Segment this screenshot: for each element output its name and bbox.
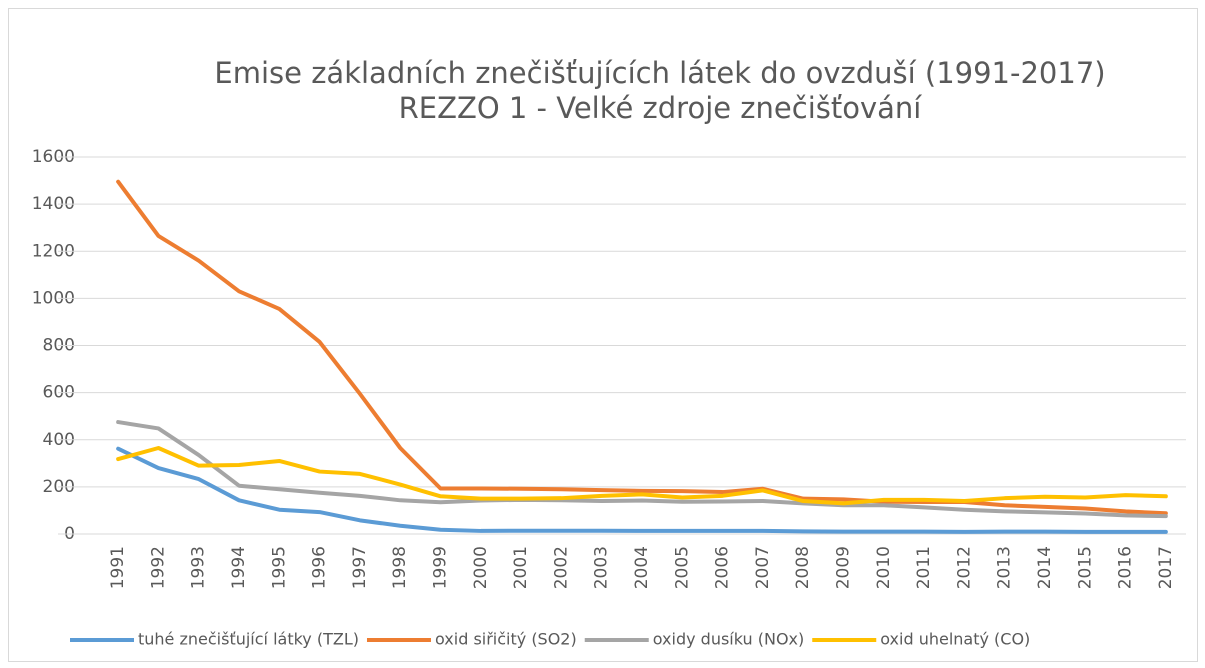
series-line <box>116 446 1168 534</box>
x-tick-label: 1998 <box>390 546 410 589</box>
x-tick-label: 1997 <box>350 546 370 589</box>
x-tick-label: 1999 <box>431 546 451 589</box>
x-tick-label: 1991 <box>108 546 128 589</box>
legend-label: oxid siřičitý (SO2) <box>435 630 577 649</box>
x-tick-label: 2010 <box>874 546 894 589</box>
x-tick-label: 2003 <box>592 546 612 589</box>
chart-border <box>8 8 1198 662</box>
series-line <box>116 445 1168 506</box>
x-tick-label: 2002 <box>551 546 571 589</box>
x-tick-label: 2011 <box>914 546 934 589</box>
x-tick-label: 2000 <box>471 546 491 589</box>
y-tick-label: 1600 <box>32 147 75 167</box>
legend-label: oxidy dusíku (NOx) <box>653 630 805 649</box>
x-tick-label: 1993 <box>189 546 209 589</box>
x-tick-label: 2001 <box>511 546 531 589</box>
series-line <box>116 179 1168 516</box>
x-tick-label: 2015 <box>1075 546 1095 589</box>
series-line <box>116 420 1168 519</box>
x-tick-label: 1994 <box>229 546 249 589</box>
legend-label: oxid uhelnatý (CO) <box>880 630 1030 649</box>
x-tick-label: 1996 <box>310 546 330 589</box>
x-tick-label: 2009 <box>833 546 853 589</box>
x-tick-label: 2013 <box>995 546 1015 589</box>
y-tick-label: 1200 <box>32 241 75 261</box>
x-tick-label: 2017 <box>1156 546 1176 589</box>
x-tick-label: 2014 <box>1035 546 1055 589</box>
chart-title: Emise základních znečišťujících látek do… <box>214 56 1105 90</box>
x-tick-label: 2005 <box>672 546 692 589</box>
x-tick-label: 2004 <box>632 546 652 589</box>
x-tick-label: 2016 <box>1116 546 1136 589</box>
legend-label: tuhé znečišťující látky (TZL) <box>138 630 359 649</box>
y-tick-label: 1000 <box>32 288 75 308</box>
chart-subtitle: REZZO 1 - Velké zdroje znečišťování <box>399 91 923 125</box>
y-tick-label: 1400 <box>32 194 75 214</box>
x-tick-label: 2008 <box>793 546 813 589</box>
x-tick-label: 2007 <box>753 546 773 589</box>
x-tick-label: 1992 <box>148 546 168 589</box>
x-tick-label: 1995 <box>269 546 289 589</box>
x-tick-label: 2006 <box>713 546 733 589</box>
x-tick-label: 2012 <box>954 546 974 589</box>
